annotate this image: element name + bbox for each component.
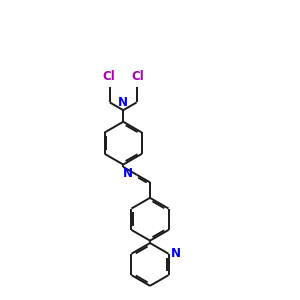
Text: N: N bbox=[118, 96, 128, 109]
Text: Cl: Cl bbox=[102, 70, 115, 83]
Text: N: N bbox=[171, 247, 181, 260]
Text: N: N bbox=[123, 167, 133, 180]
Text: Cl: Cl bbox=[132, 70, 145, 83]
